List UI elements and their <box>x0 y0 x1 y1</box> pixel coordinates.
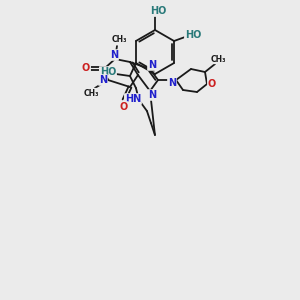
Text: N: N <box>99 75 107 85</box>
Text: N: N <box>110 50 118 60</box>
Text: N: N <box>148 90 156 100</box>
Text: HO: HO <box>185 30 201 40</box>
Text: CH₃: CH₃ <box>210 55 226 64</box>
Text: CH₃: CH₃ <box>111 35 127 44</box>
Text: O: O <box>208 79 216 89</box>
Text: O: O <box>82 63 90 73</box>
Text: N: N <box>148 60 156 70</box>
Text: N: N <box>168 78 176 88</box>
Text: HN: HN <box>125 94 141 104</box>
Text: HO: HO <box>150 6 166 16</box>
Text: O: O <box>120 102 128 112</box>
Text: CH₃: CH₃ <box>83 88 99 98</box>
Text: HO: HO <box>100 67 116 77</box>
